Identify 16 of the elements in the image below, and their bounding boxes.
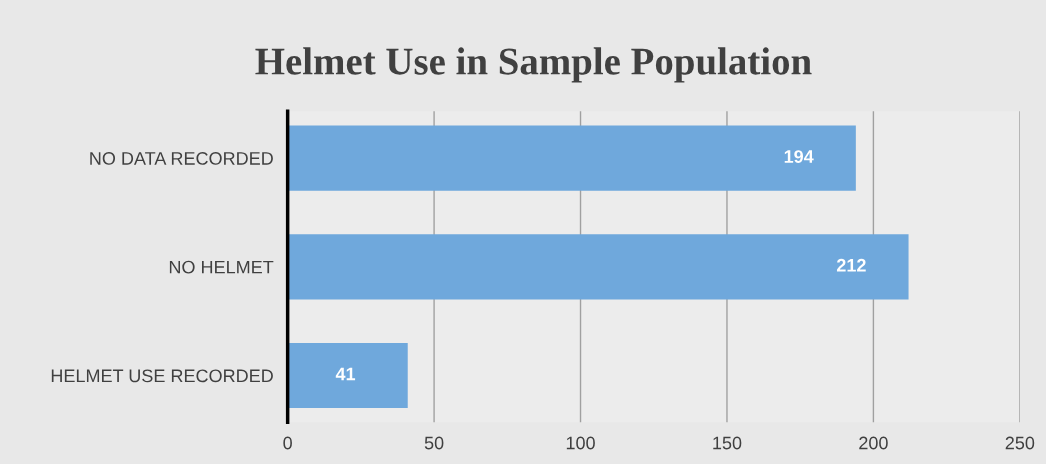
y-tick-label: HELMET USE RECORDED [51,369,273,383]
y-tick-label: NO HELMET [169,260,274,274]
x-tick-label: 200 [859,436,888,450]
data-label: 194 [784,150,814,163]
bar [287,342,408,409]
x-tick-label: 50 [424,436,444,450]
chart-title: Helmet Use in Sample Population [255,47,812,83]
bar [287,234,909,300]
x-tick-label: 0 [283,436,292,450]
data-label: 212 [836,258,866,272]
data-label: 41 [335,367,356,381]
x-tick-label: 250 [1005,436,1035,450]
x-tick-label: 100 [566,436,595,450]
x-tick-label: 150 [713,436,742,450]
bar [287,125,856,191]
y-tick-label: NO DATA RECORDED [90,152,273,165]
